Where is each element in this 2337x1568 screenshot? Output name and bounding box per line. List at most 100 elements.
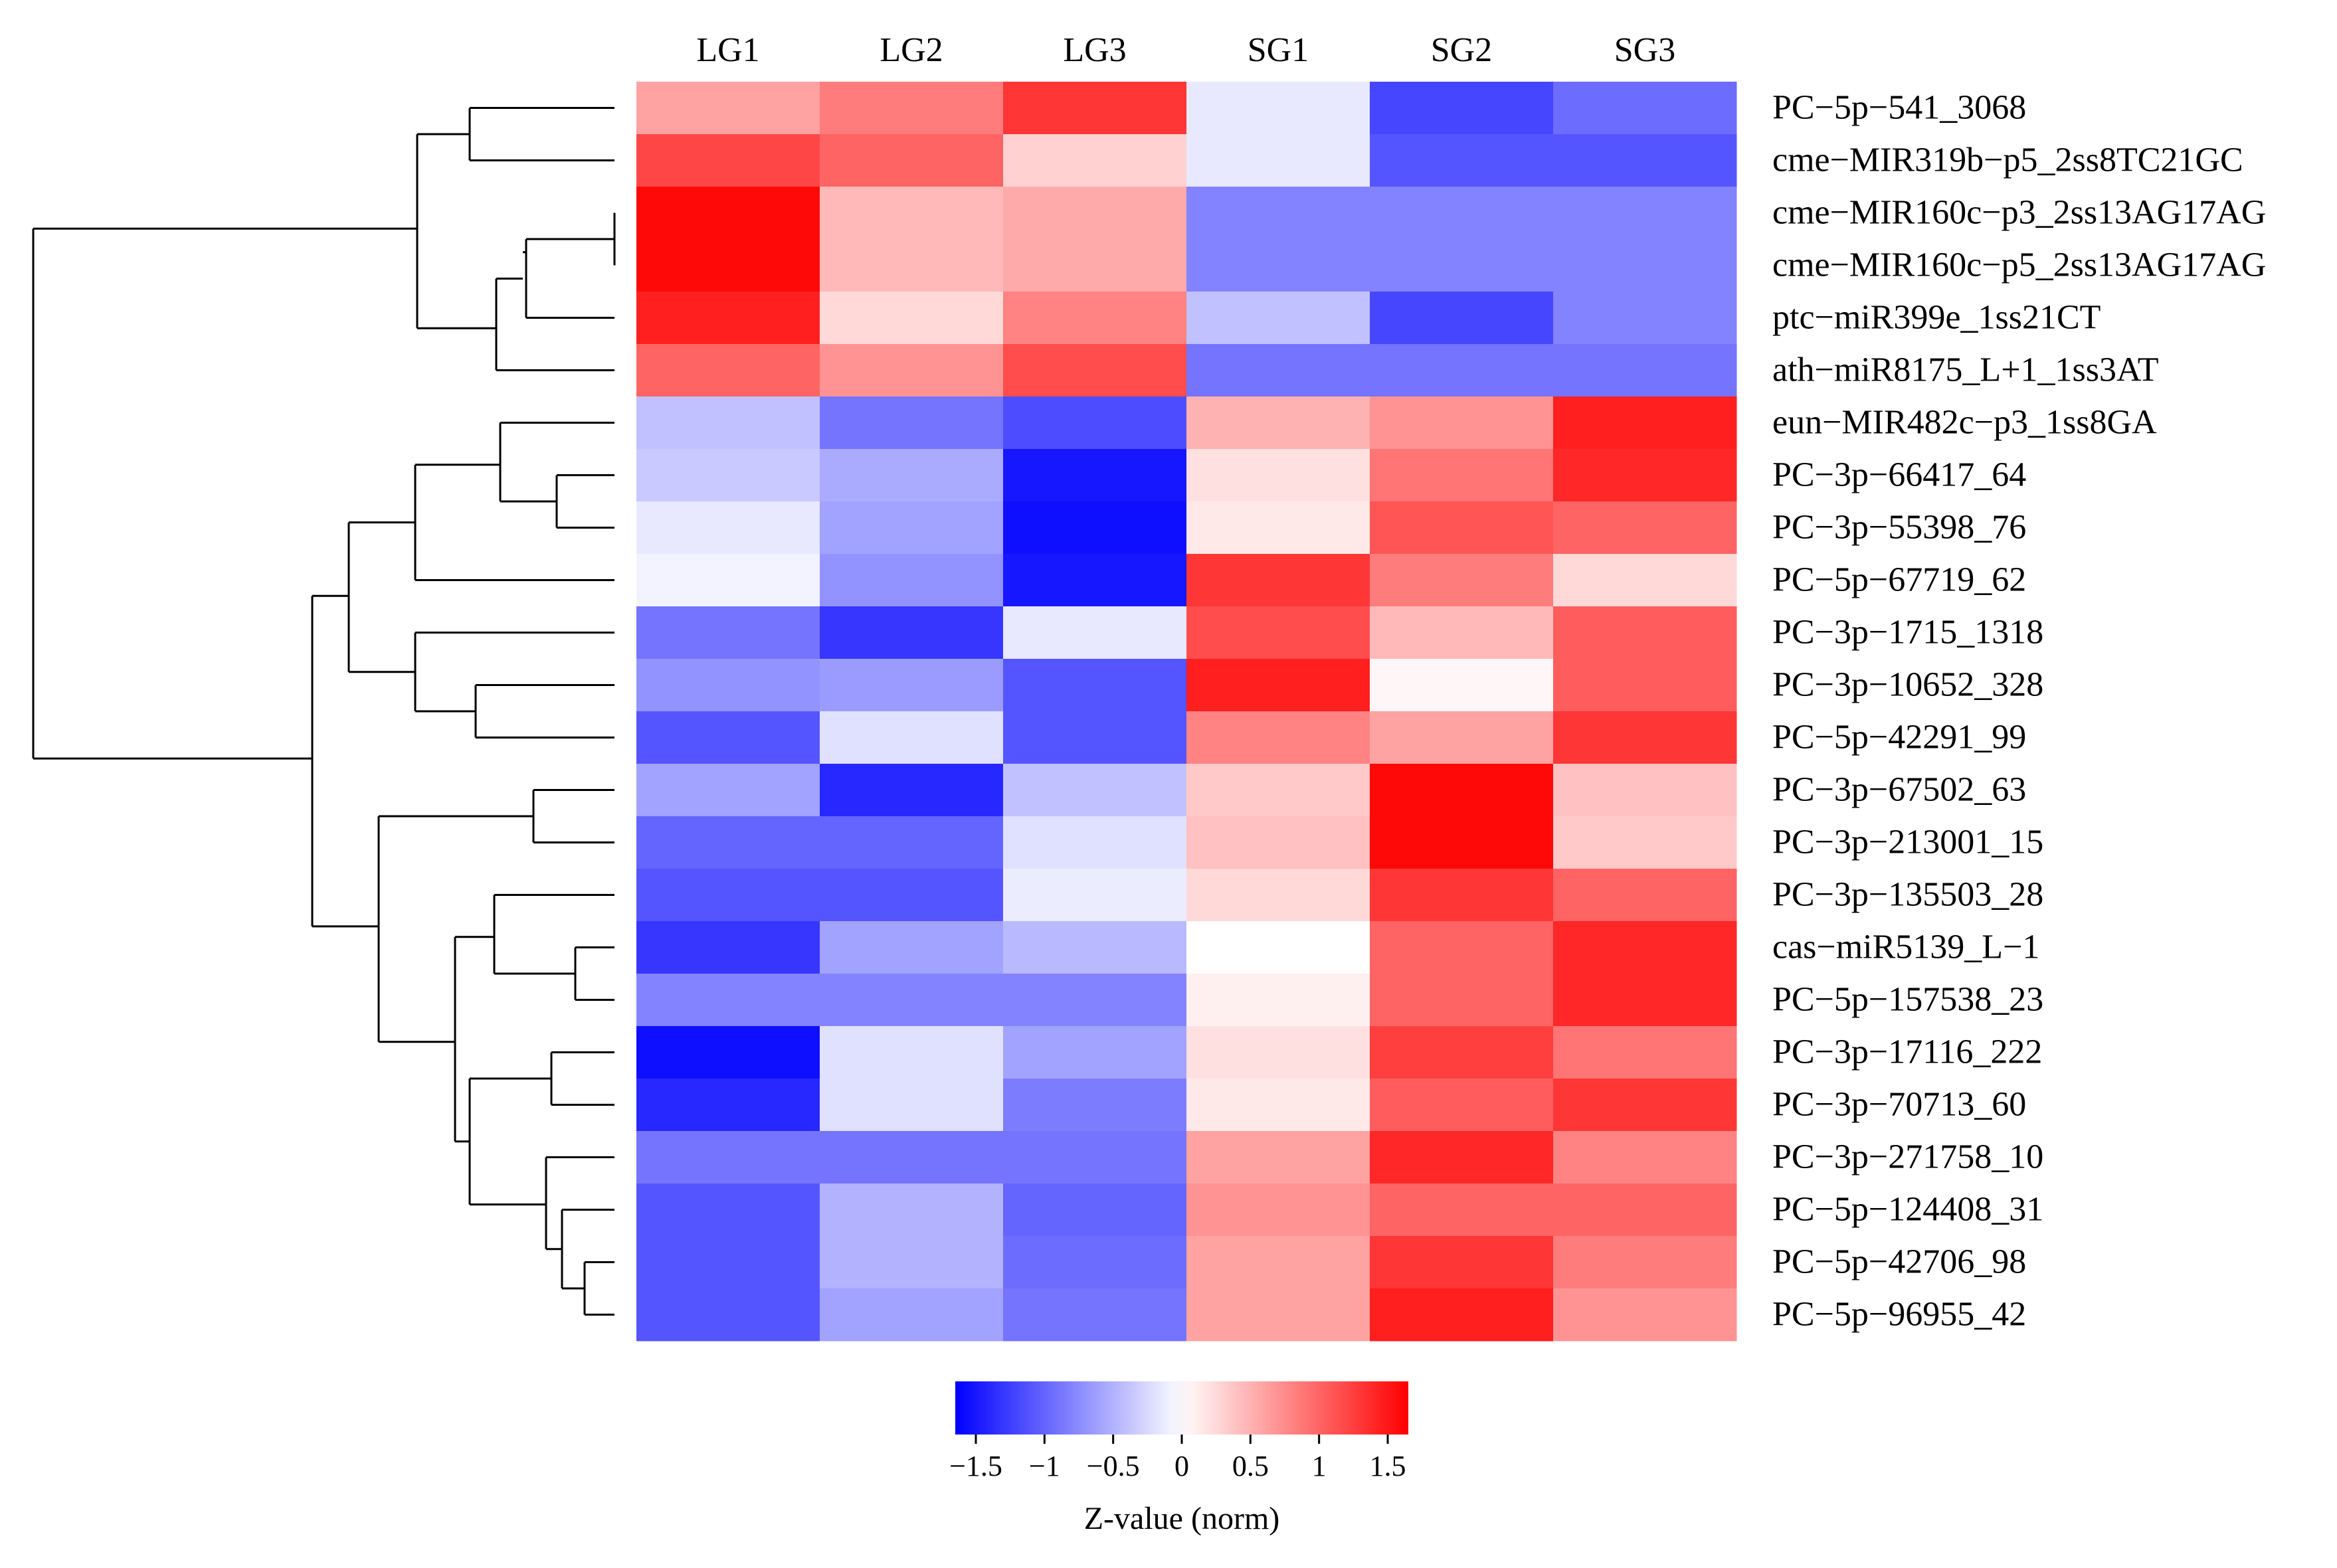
- heatmap-cell: [1186, 1131, 1370, 1184]
- heatmap-cell: [1553, 1026, 1737, 1079]
- column-labels: LG1 LG2 LG3 SG1 SG2 SG3: [696, 31, 1675, 69]
- heatmap-cell: [1370, 344, 1554, 397]
- heatmap-cell: [636, 501, 820, 555]
- row-label: cas−miR5139_L−1: [1772, 928, 2039, 966]
- heatmap-cell: [1186, 554, 1370, 607]
- heatmap-cell: [820, 606, 1004, 659]
- heatmap-cell: [1370, 82, 1554, 135]
- row-label: PC−3p−271758_10: [1772, 1138, 2043, 1176]
- heatmap-cell: [1553, 606, 1737, 659]
- heatmap-cell: [1186, 396, 1370, 450]
- heatmap-cell: [1553, 344, 1737, 397]
- heatmap-cell: [636, 134, 820, 187]
- heatmap-cell: [1370, 134, 1554, 187]
- heatmap-cell: [636, 764, 820, 817]
- heatmap-cell: [1370, 1079, 1554, 1132]
- heatmap-cell: [1003, 1079, 1187, 1132]
- heatmap-cell: [820, 711, 1004, 764]
- heatmap-cell: [636, 187, 820, 240]
- heatmap-cell: [1553, 764, 1737, 817]
- heatmap-cell: [1003, 1183, 1187, 1237]
- heatmap-cell: [820, 1079, 1004, 1132]
- heatmap-cell: [820, 1288, 1004, 1342]
- heatmap-cell: [1186, 869, 1370, 922]
- heatmap-cell: [1370, 239, 1554, 292]
- heatmap-cell: [1370, 1131, 1554, 1184]
- legend-tick-label: 0.5: [1232, 1450, 1269, 1482]
- heatmap-cell: [1370, 816, 1554, 869]
- heatmap-cell: [1370, 554, 1554, 607]
- row-label: cme−MIR160c−p3_2ss13AG17AG: [1772, 193, 2266, 231]
- heatmap-cell: [820, 1131, 1004, 1184]
- heatmap-cell: [1553, 292, 1737, 345]
- heatmap-cell: [820, 1183, 1004, 1237]
- heatmap-cell: [1553, 396, 1737, 450]
- heatmap-cell: [1186, 1236, 1370, 1289]
- legend-ticks: −1.5 −1 −0.5 0 0.5 1 1.5: [949, 1435, 1406, 1482]
- heatmap-cell: [1370, 1026, 1554, 1079]
- heatmap-cell: [1553, 921, 1737, 974]
- heatmap-cell: [1370, 501, 1554, 555]
- heatmap-cell: [1553, 239, 1737, 292]
- row-label: PC−3p−67502_63: [1772, 770, 2026, 808]
- heatmap-cell: [636, 974, 820, 1027]
- column-label-sg3: SG3: [1614, 31, 1675, 69]
- heatmap-cell: [820, 501, 1004, 555]
- heatmap-cell: [636, 1131, 820, 1184]
- heatmap-cell: [1553, 187, 1737, 240]
- heatmap-cell: [1553, 1183, 1737, 1237]
- heatmap-cell: [1370, 711, 1554, 764]
- heatmap-cell: [1003, 501, 1187, 555]
- heatmap-cell: [1003, 606, 1187, 659]
- heatmap-cell: [1003, 816, 1187, 869]
- heatmap-cell: [636, 1236, 820, 1289]
- heatmap-cell: [1003, 711, 1187, 764]
- heatmap-cell: [636, 396, 820, 450]
- heatmap-cell: [1370, 921, 1554, 974]
- heatmap-cell: [1003, 1026, 1187, 1079]
- heatmap-cell: [1370, 1183, 1554, 1237]
- heatmap-cell: [1186, 239, 1370, 292]
- heatmap-cell: [820, 449, 1004, 502]
- heatmap-cell: [1370, 1288, 1554, 1342]
- heatmap-cell: [636, 449, 820, 502]
- heatmap-cell: [636, 239, 820, 292]
- heatmap-cell: [1186, 659, 1370, 712]
- heatmap-cell: [1553, 1236, 1737, 1289]
- heatmap-cell: [1370, 1236, 1554, 1289]
- column-label-sg2: SG2: [1431, 31, 1492, 69]
- heatmap-cell: [820, 659, 1004, 712]
- row-label: PC−3p−10652_328: [1772, 665, 2043, 703]
- legend-tick-label: 1.5: [1370, 1450, 1406, 1482]
- heatmap-cell: [820, 974, 1004, 1027]
- heatmap-cell: [1186, 82, 1370, 135]
- heatmap-cell: [1553, 554, 1737, 607]
- heatmap-cell: [1003, 187, 1187, 240]
- heatmap-cell: [1003, 1236, 1187, 1289]
- row-label: cme−MIR319b−p5_2ss8TC21GC: [1772, 141, 2243, 179]
- heatmap-cell: [636, 1079, 820, 1132]
- row-label: PC−5p−42706_98: [1772, 1243, 2026, 1280]
- heatmap-cell: [1003, 764, 1187, 817]
- heatmap-cell: [1186, 344, 1370, 397]
- color-legend: −1.5 −1 −0.5 0 0.5 1 1.5 Z-value (norm): [949, 1381, 1408, 1536]
- heatmap-cell: [1003, 239, 1187, 292]
- heatmap-cell: [1003, 134, 1187, 187]
- row-label: PC−3p−66417_64: [1772, 456, 2026, 493]
- legend-color-bar: [955, 1381, 1408, 1435]
- legend-tick-label: 1: [1312, 1450, 1327, 1482]
- heatmap-cell: [1186, 1183, 1370, 1237]
- heatmap-cell: [1370, 396, 1554, 450]
- heatmap-cell: [1370, 449, 1554, 502]
- heatmap-cell: [1553, 82, 1737, 135]
- heatmap-cell: [636, 82, 820, 135]
- row-label: PC−3p−1715_1318: [1772, 613, 2043, 651]
- heatmap-cell: [820, 764, 1004, 817]
- heatmap-cell: [1003, 82, 1187, 135]
- heatmap-cell: [636, 816, 820, 869]
- heatmap-cell: [1003, 344, 1187, 397]
- row-label: PC−5p−541_3068: [1772, 88, 2026, 126]
- heatmap-cell: [1553, 1288, 1737, 1342]
- heatmap-cell: [1186, 501, 1370, 555]
